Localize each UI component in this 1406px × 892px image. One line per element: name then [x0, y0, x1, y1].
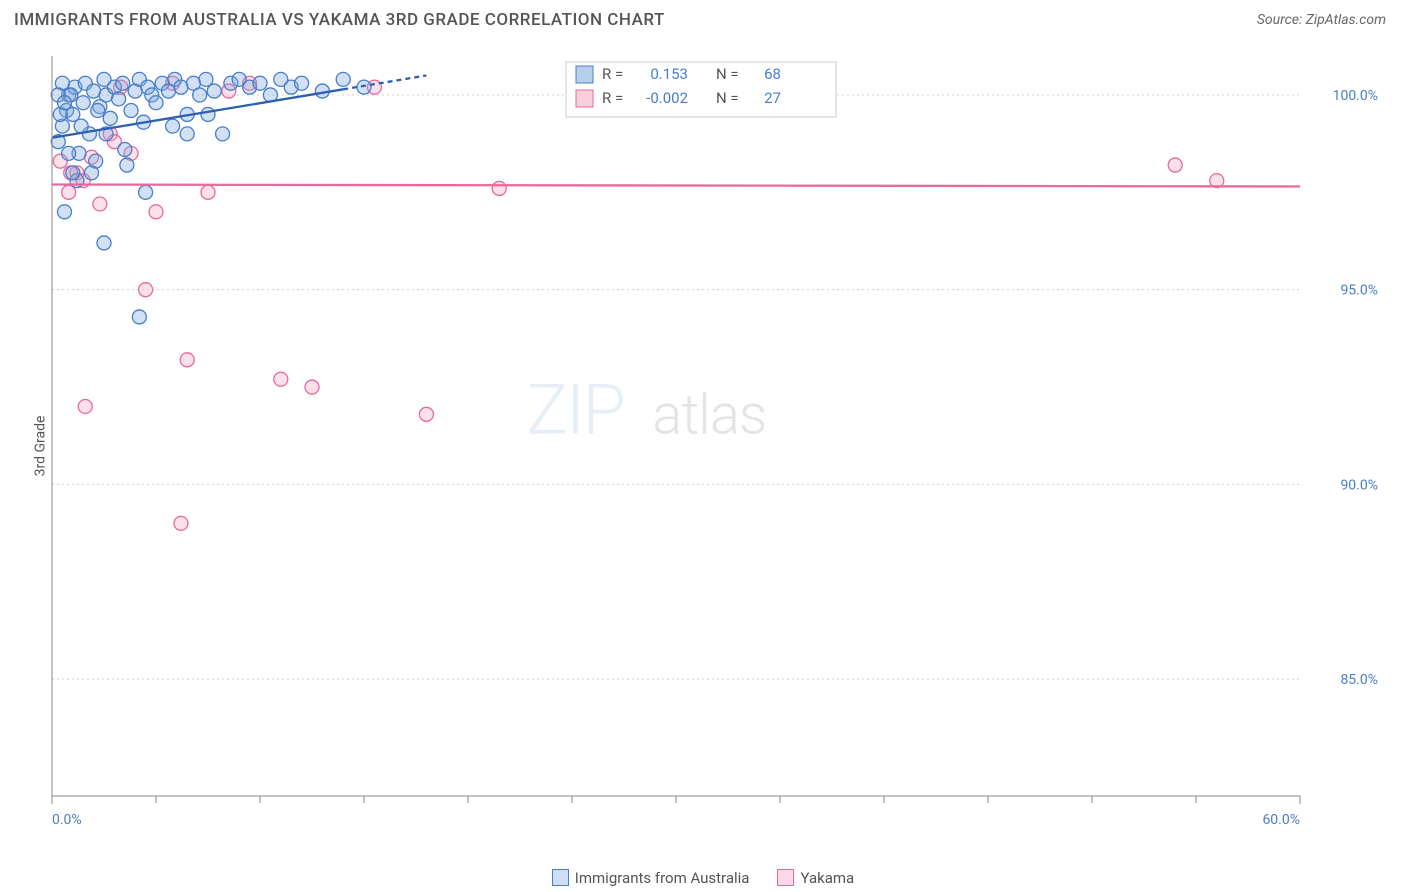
data-point — [253, 76, 267, 90]
data-point — [66, 166, 80, 180]
plot-area: 85.0% 90.0% 95.0% 100.0% ZIP atlas 0.0% 60.0% R … — [46, 50, 1386, 850]
svg-text:60.0%: 60.0% — [1262, 812, 1300, 828]
data-point — [93, 197, 107, 211]
svg-text:-0.002: -0.002 — [646, 89, 688, 107]
data-point — [180, 353, 194, 367]
data-point — [112, 92, 126, 106]
data-point — [91, 104, 105, 118]
data-point — [166, 119, 180, 133]
svg-text:95.0%: 95.0% — [1340, 283, 1378, 299]
data-point — [207, 84, 221, 98]
data-point — [336, 72, 350, 86]
scatter-chart: 85.0% 90.0% 95.0% 100.0% ZIP atlas 0.0% 60.0% R … — [46, 50, 1386, 850]
header-bar: IMMIGRANTS FROM AUSTRALIA VS YAKAMA 3RD … — [0, 0, 1406, 36]
bottom-legend: Immigrants from Australia Yakama — [0, 869, 1406, 891]
svg-text:85.0%: 85.0% — [1340, 672, 1378, 688]
data-point — [216, 127, 230, 141]
data-point — [274, 372, 288, 386]
data-point — [139, 185, 153, 199]
legend-label: Yakama — [800, 869, 854, 887]
svg-text:N =: N = — [716, 65, 739, 83]
trend-line — [343, 75, 426, 89]
data-point — [357, 80, 371, 94]
data-point — [1168, 158, 1182, 172]
data-point — [180, 127, 194, 141]
svg-text:27: 27 — [764, 89, 781, 107]
svg-text:68: 68 — [764, 65, 781, 83]
data-point — [57, 96, 71, 110]
svg-text:100.0%: 100.0% — [1333, 88, 1378, 104]
legend-swatch — [777, 869, 794, 886]
data-point — [295, 76, 309, 90]
svg-text:0.0%: 0.0% — [52, 812, 82, 828]
trend-line — [52, 185, 1300, 187]
data-point — [118, 142, 132, 156]
legend-swatch — [552, 869, 569, 886]
data-point — [103, 111, 117, 125]
legend-item: Immigrants from Australia — [552, 869, 750, 887]
svg-text:ZIP: ZIP — [526, 369, 624, 451]
data-point — [57, 205, 71, 219]
data-point — [201, 185, 215, 199]
data-point — [492, 181, 506, 195]
svg-text:90.0%: 90.0% — [1340, 477, 1378, 493]
data-point — [139, 283, 153, 297]
svg-text:atlas: atlas — [652, 381, 766, 447]
data-point — [132, 310, 146, 324]
data-point — [193, 88, 207, 102]
data-point — [120, 158, 134, 172]
data-point — [76, 96, 90, 110]
data-point — [124, 104, 138, 118]
data-point — [62, 146, 76, 160]
data-point — [305, 380, 319, 394]
data-point — [78, 400, 92, 414]
data-point — [419, 407, 433, 421]
legend-label: Immigrants from Australia — [575, 869, 750, 887]
svg-text:R =: R = — [602, 65, 623, 83]
svg-text:N =: N = — [716, 89, 739, 107]
svg-text:R =: R = — [602, 89, 623, 107]
data-point — [174, 516, 188, 530]
data-point — [149, 205, 163, 219]
data-point — [201, 107, 215, 121]
data-point — [149, 96, 163, 110]
data-point — [97, 236, 111, 250]
source-label: Source: ZipAtlas.com — [1257, 12, 1386, 28]
data-point — [85, 166, 99, 180]
svg-text:0.153: 0.153 — [650, 65, 688, 83]
data-point — [116, 76, 130, 90]
chart-title: IMMIGRANTS FROM AUSTRALIA VS YAKAMA 3RD … — [14, 10, 665, 30]
legend-item: Yakama — [777, 869, 854, 887]
